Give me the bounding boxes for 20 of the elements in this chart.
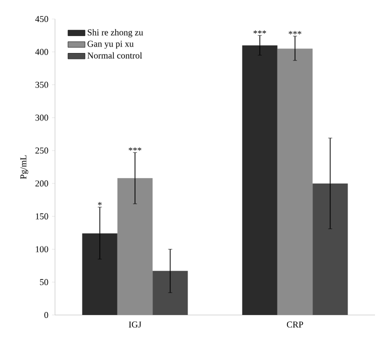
- data-label: *: [98, 202, 102, 206]
- y-tick-label: 0: [44, 312, 48, 318]
- legend-label: Gan yu pi xu: [88, 40, 134, 49]
- y-tick-label: 450: [35, 16, 48, 22]
- data-label: ***: [128, 147, 142, 151]
- data-label: ***: [254, 30, 266, 34]
- x-tick-label: IGJ: [128, 322, 142, 328]
- legend-label: Shi re zhong zu: [88, 29, 144, 38]
- y-tick-label: 200: [35, 180, 48, 186]
- legend-label: Normal control: [87, 52, 142, 59]
- y-tick-label: 250: [35, 148, 48, 154]
- data-label: ***: [288, 31, 302, 34]
- y-tick-label: 50: [40, 279, 48, 286]
- y-tick-label: 100: [36, 246, 48, 252]
- y-tick-label: 400: [35, 48, 48, 55]
- y-axis-title: Pg/mL: [20, 155, 28, 179]
- y-tick-label: 300: [35, 114, 48, 121]
- y-tick-label: 350: [35, 82, 48, 88]
- x-tick-label: CRP: [286, 322, 304, 328]
- y-tick-label: 150: [36, 213, 48, 220]
